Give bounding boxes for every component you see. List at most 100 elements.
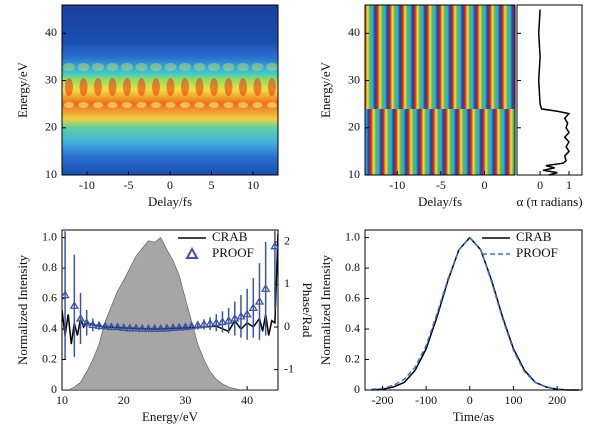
x-tick-label: -10: [389, 178, 405, 192]
proof-marker: [193, 320, 203, 329]
y-tick-label: 20: [348, 120, 360, 134]
line: [371, 236, 579, 391]
proof-marker: [143, 323, 154, 332]
panel: 0 1 α (π radians): [516, 4, 583, 209]
y-tick-label: 1.0: [345, 229, 360, 243]
proof-marker: [119, 323, 129, 332]
proof-marker: [69, 300, 79, 309]
proof-marker: [230, 313, 240, 322]
panel: -10 -5 0 10 20 30 40 Delay/fs Energy/eV: [318, 4, 516, 209]
y-tick-label: 0.2: [42, 351, 57, 365]
y2-tick-label: 1: [284, 276, 290, 290]
y-axis-label: Energy/eV: [15, 61, 30, 118]
proof-marker: [242, 309, 252, 318]
proof-marker: [131, 323, 141, 332]
phase-map: [365, 5, 515, 109]
frame: [364, 4, 516, 176]
y-axis-label: Energy/eV: [318, 61, 333, 118]
x-tick-label: 0: [467, 393, 473, 407]
y-tick-label: 20: [45, 120, 57, 134]
x-tick-label: 0: [167, 178, 173, 192]
proof-marker: [211, 317, 221, 326]
legend-label: PROOF: [516, 245, 558, 260]
proof-marker: [248, 303, 258, 312]
proof-marker: [186, 321, 197, 330]
x-axis-label: Energy/eV: [142, 409, 199, 424]
y-tick-label: 30: [348, 72, 360, 86]
y-tick-label: 0.4: [42, 321, 57, 335]
legend-label: PROOF: [212, 245, 254, 260]
proof-marker: [174, 322, 184, 331]
y-tick-label: 0: [354, 382, 360, 396]
panel: -10 -5 0 5 10 10 20 30 40 Delay/fs Energy/eV: [15, 4, 279, 209]
proof-marker: [162, 323, 172, 332]
proof-marker: [236, 311, 246, 320]
proof-marker: [82, 317, 92, 326]
y-tick-label: 10: [45, 167, 57, 181]
x-tick-label: -200: [371, 393, 393, 407]
y-tick-label: 10: [348, 167, 360, 181]
x-tick-label: -5: [123, 178, 133, 192]
x-tick-label: 100: [504, 393, 522, 407]
y-axis-label: Normalized Intensity: [15, 254, 30, 365]
proof-marker: [217, 317, 228, 326]
y-tick-label: 30: [45, 72, 57, 86]
proof-marker: [156, 323, 166, 332]
y-tick-label: 1.0: [42, 229, 57, 243]
legend-label: CRAB: [516, 229, 552, 244]
y-tick-label: 0.4: [345, 321, 360, 335]
y2-axis-label: Phase/Rad: [300, 283, 315, 338]
x-tick-label: 10: [247, 178, 259, 192]
proof-marker: [88, 320, 98, 329]
y-tick-label: 0.2: [345, 351, 360, 365]
y-tick-label: 0.8: [42, 260, 57, 274]
x-tick-label: -100: [415, 393, 437, 407]
line: [371, 236, 579, 391]
proof-marker: [168, 323, 178, 332]
x-tick-label: 0: [481, 178, 487, 192]
proof-marker: [125, 323, 135, 332]
x-tick-label: -10: [79, 178, 95, 192]
proof-marker: [137, 323, 147, 332]
proof-marker: [205, 318, 215, 327]
proof-marker: [261, 283, 271, 292]
y2-tick-label: 0: [284, 319, 290, 333]
proof-marker: [270, 241, 278, 250]
proof-marker: [94, 320, 104, 329]
x-tick-label: -5: [436, 178, 446, 192]
phase-map: [365, 109, 515, 175]
proof-marker: [223, 315, 234, 324]
proof-marker: [254, 296, 265, 305]
proof-marker: [106, 322, 117, 331]
y-tick-label: 0.6: [345, 290, 360, 304]
proof-marker: [100, 321, 110, 330]
x-axis-label: Time/as: [453, 409, 494, 424]
x-tick-label: 5: [209, 178, 215, 192]
panel: -200 -100 0 100 200 0 0.2 0.4 0.6 0.8 1.0 Time/as No…: [318, 229, 583, 424]
plot-area: [62, 230, 278, 390]
spectrum-area: [62, 237, 278, 390]
x-tick-label: 10: [56, 393, 68, 407]
y2-tick-label: -1: [284, 361, 294, 375]
legend-label: CRAB: [212, 229, 248, 244]
x-tick-label: 40: [241, 393, 253, 407]
y-tick-label: 0.6: [42, 290, 57, 304]
line: [537, 9, 571, 176]
y-tick-label: 40: [348, 25, 360, 39]
y-axis-label: Normalized Intensity: [318, 254, 333, 365]
proof-marker: [62, 290, 70, 299]
proof-marker: [199, 319, 209, 328]
x-tick-label: 200: [548, 393, 566, 407]
x-tick-label: 0: [537, 178, 543, 192]
proof-marker: [75, 313, 86, 322]
x-tick-label: 1: [566, 178, 572, 192]
x-tick-label: 30: [179, 393, 191, 407]
frame: [364, 229, 583, 391]
proof-marker: [112, 322, 123, 331]
x-axis-label: Delay/fs: [418, 194, 462, 209]
x-tick-label: 20: [118, 393, 130, 407]
x-axis-label: α (π radians): [516, 194, 582, 209]
panel: 10 20 30 40 0 0.2 0.4 0.6 0.8 1.0 -1 0 1 2 Energy/eV No…: [15, 229, 315, 424]
proof-marker: [180, 322, 191, 331]
